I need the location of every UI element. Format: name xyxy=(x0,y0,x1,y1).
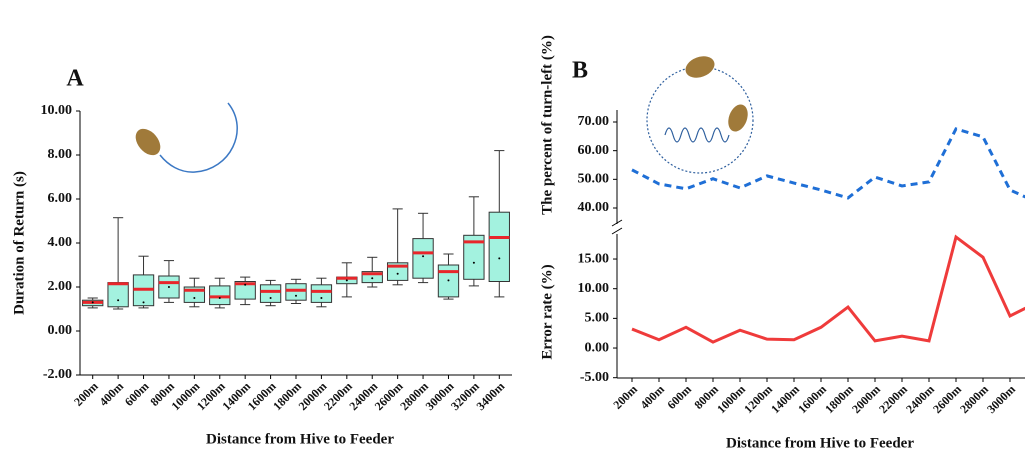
y-tick-label: -2.00 xyxy=(43,367,72,382)
mean xyxy=(447,279,450,282)
series-line xyxy=(631,234,1025,344)
mean xyxy=(269,297,272,299)
bee-icon xyxy=(135,128,161,156)
y-tick-label: 60.00 xyxy=(578,143,610,158)
x-tick-label: 400m xyxy=(637,382,667,412)
x-tick-label: 3000m xyxy=(984,382,1018,416)
mean xyxy=(167,286,170,288)
x-tick-label: 1000m xyxy=(714,382,748,416)
mean xyxy=(472,261,475,264)
x-tick-label: 600m xyxy=(122,379,152,409)
x-tick-label: 1200m xyxy=(741,382,775,416)
box xyxy=(361,271,383,284)
mean xyxy=(371,277,374,280)
y-tick-label: 4.00 xyxy=(48,235,73,250)
plot-b xyxy=(631,127,1025,344)
x-tick-label: 600m xyxy=(664,382,694,412)
axis-break xyxy=(611,219,623,235)
bee-icon xyxy=(728,104,748,132)
series-line xyxy=(631,127,1025,200)
x-tick-label: 3400m xyxy=(473,379,507,413)
y-tick-label: 70.00 xyxy=(578,114,610,129)
y-tick-label: 50.00 xyxy=(578,172,610,187)
mean xyxy=(396,272,399,275)
y-tick-label: 6.00 xyxy=(48,191,73,206)
y-tick-label: 8.00 xyxy=(48,147,73,162)
box xyxy=(463,234,485,280)
mean xyxy=(91,301,94,304)
x-tick-label: 200m xyxy=(71,379,101,409)
x-tick-label: 1800m xyxy=(822,382,856,416)
box xyxy=(259,284,282,303)
mean xyxy=(218,297,221,299)
bee-icon xyxy=(685,56,715,78)
x-tick-label: 200m xyxy=(610,382,640,412)
y2-tick-label: 0.00 xyxy=(585,340,610,355)
mean xyxy=(345,279,348,282)
x-tick-label: 2400m xyxy=(903,382,937,416)
box xyxy=(234,281,256,300)
x-axis-label: Distance from Hive to Feeder xyxy=(206,431,394,447)
y-tick-label: 40.00 xyxy=(578,200,610,215)
x-tick-label: 2200m xyxy=(876,382,910,416)
mean xyxy=(117,299,120,302)
mean xyxy=(295,294,297,297)
mean xyxy=(244,283,247,286)
y2-tick-label: 15.00 xyxy=(578,251,610,266)
mean xyxy=(498,257,501,260)
mean xyxy=(193,297,196,299)
box xyxy=(488,211,510,282)
y-tick-label: 2.00 xyxy=(48,279,73,294)
y2-tick-label: 10.00 xyxy=(578,281,610,296)
mean xyxy=(142,301,145,304)
box xyxy=(285,283,307,301)
y-tick-label: 10.00 xyxy=(41,103,73,118)
decor-waggle xyxy=(664,127,730,143)
y2-tick-label: 5.00 xyxy=(585,311,610,326)
x-tick-label: 400m xyxy=(96,379,126,409)
x-tick-label: 1600m xyxy=(795,382,829,416)
panel-label: B xyxy=(572,58,588,84)
mean xyxy=(320,297,323,299)
x-tick-label: 1400m xyxy=(768,382,802,416)
box xyxy=(412,238,434,279)
y2-axis-label: Error rate (%) xyxy=(539,264,555,359)
y2-tick-label: -5.00 xyxy=(580,370,609,385)
panel-label: A xyxy=(66,66,84,92)
x-tick-label: 2800m xyxy=(957,382,991,416)
x-tick-label: 2000m xyxy=(849,382,883,416)
x-tick-label: 2600m xyxy=(930,382,964,416)
y-axis-label: Duration of Return (s) xyxy=(11,171,27,315)
box xyxy=(107,282,129,308)
box xyxy=(310,284,333,303)
y-tick-label: 0.00 xyxy=(48,323,73,338)
box xyxy=(209,285,231,306)
decor-arrow xyxy=(159,102,238,173)
mean xyxy=(422,255,425,258)
x-axis-label: Distance from Hive to Feeder xyxy=(726,435,914,451)
y-axis-label: The percent of turn-left (%) xyxy=(539,35,555,215)
